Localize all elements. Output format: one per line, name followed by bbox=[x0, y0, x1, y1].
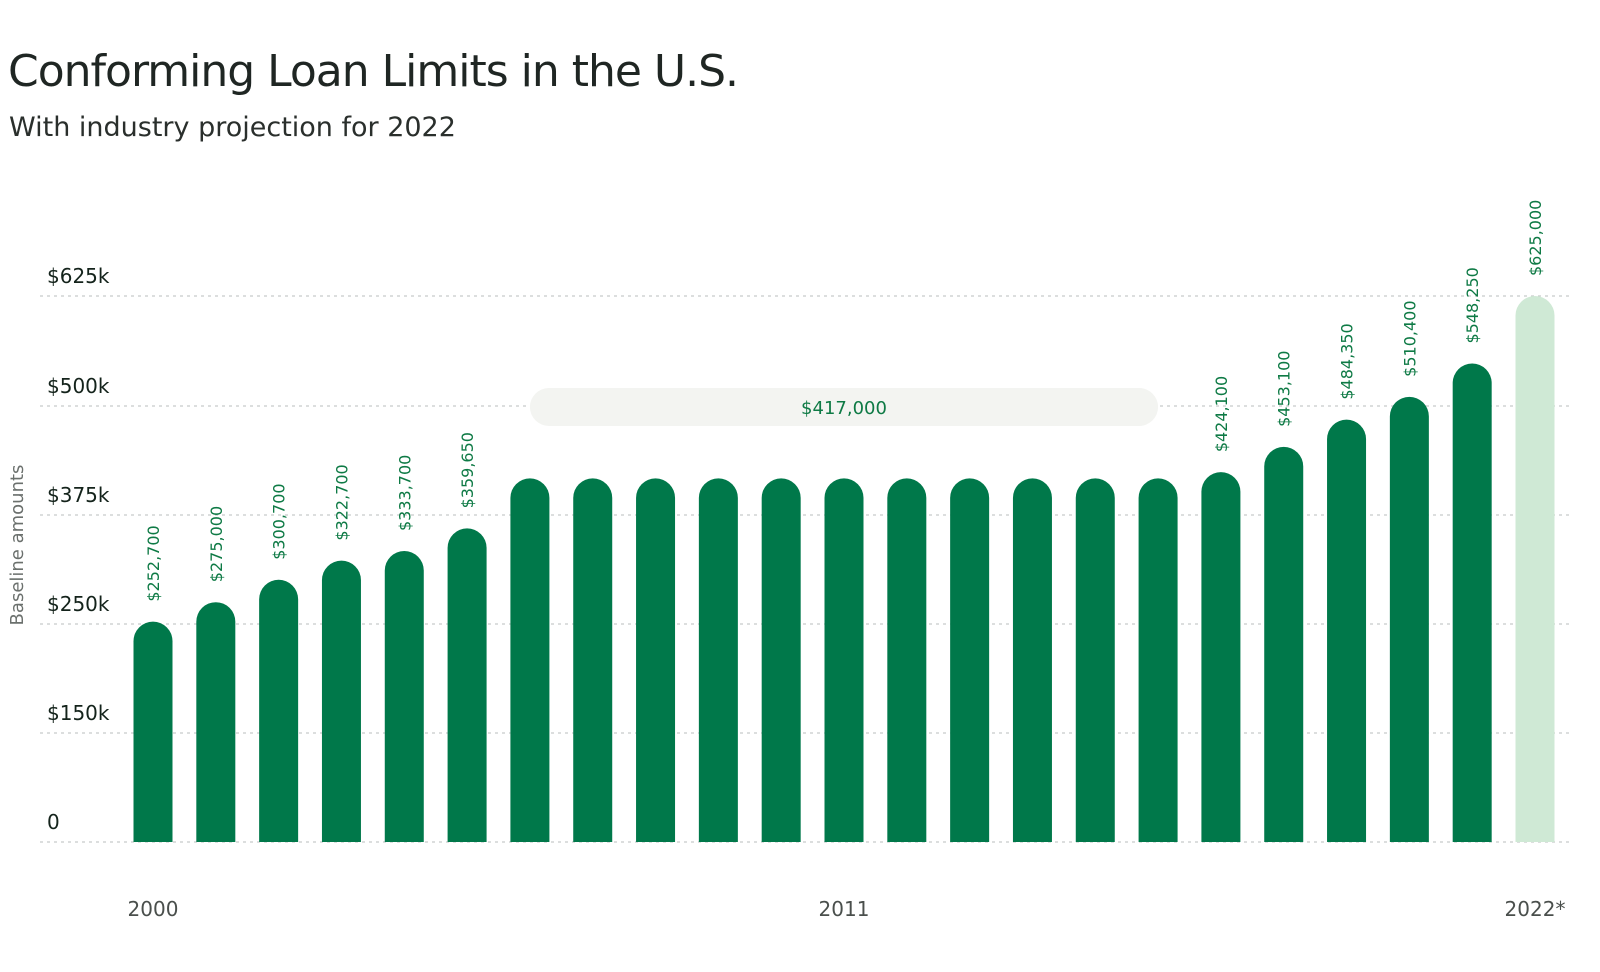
y-tick-label: $500k bbox=[47, 374, 110, 398]
y-tick-label: $250k bbox=[47, 592, 110, 616]
x-tick-label: 2000 bbox=[128, 897, 179, 921]
bar bbox=[1327, 419, 1367, 842]
chart-subtitle: With industry projection for 2022 bbox=[9, 112, 456, 143]
bar bbox=[133, 621, 173, 842]
projected-bar bbox=[1515, 296, 1555, 842]
bar-value-label: $252,700 bbox=[144, 525, 163, 601]
bar bbox=[950, 478, 990, 842]
bar-value-label: $484,350 bbox=[1338, 323, 1357, 399]
bar bbox=[1389, 396, 1429, 842]
bar-value-label: $322,700 bbox=[332, 464, 351, 540]
bar bbox=[1264, 446, 1304, 842]
bar bbox=[887, 478, 927, 842]
y-tick-label: 0 bbox=[47, 810, 60, 834]
bar bbox=[573, 478, 613, 842]
bar bbox=[1138, 478, 1178, 842]
bar-value-label: $275,000 bbox=[207, 506, 226, 582]
bar bbox=[259, 579, 299, 842]
y-tick-label: $150k bbox=[47, 701, 110, 725]
plateau-label: $417,000 bbox=[801, 398, 887, 419]
bar-value-label: $300,700 bbox=[270, 483, 289, 559]
x-tick-label: 2011 bbox=[819, 897, 870, 921]
bar bbox=[698, 478, 738, 842]
chart-title: Conforming Loan Limits in the U.S. bbox=[8, 46, 739, 97]
bar bbox=[447, 528, 487, 842]
bar bbox=[1452, 363, 1492, 842]
bar bbox=[1012, 478, 1052, 842]
bar bbox=[636, 478, 676, 842]
bar bbox=[321, 560, 361, 842]
bar bbox=[510, 478, 550, 842]
bar-value-label: $453,100 bbox=[1275, 351, 1294, 427]
bar-value-label: $548,250 bbox=[1463, 267, 1482, 343]
bar bbox=[384, 551, 424, 842]
y-tick-label: $625k bbox=[47, 264, 110, 288]
bar-value-label: $424,100 bbox=[1212, 376, 1231, 452]
bar-value-label: $510,400 bbox=[1400, 301, 1419, 377]
y-axis-title: Baseline amounts bbox=[7, 465, 28, 626]
plateau-band bbox=[529, 388, 1159, 426]
bar bbox=[1075, 478, 1115, 842]
bar bbox=[1201, 472, 1241, 842]
bar-value-label: $625,000 bbox=[1526, 200, 1545, 276]
bar-value-label: $333,700 bbox=[395, 455, 414, 531]
bar bbox=[761, 478, 801, 842]
bar-value-label: $359,650 bbox=[458, 432, 477, 508]
y-tick-label: $375k bbox=[47, 483, 110, 507]
bar bbox=[196, 602, 236, 842]
x-tick-label: 2022* bbox=[1505, 897, 1566, 921]
bar bbox=[824, 478, 864, 842]
